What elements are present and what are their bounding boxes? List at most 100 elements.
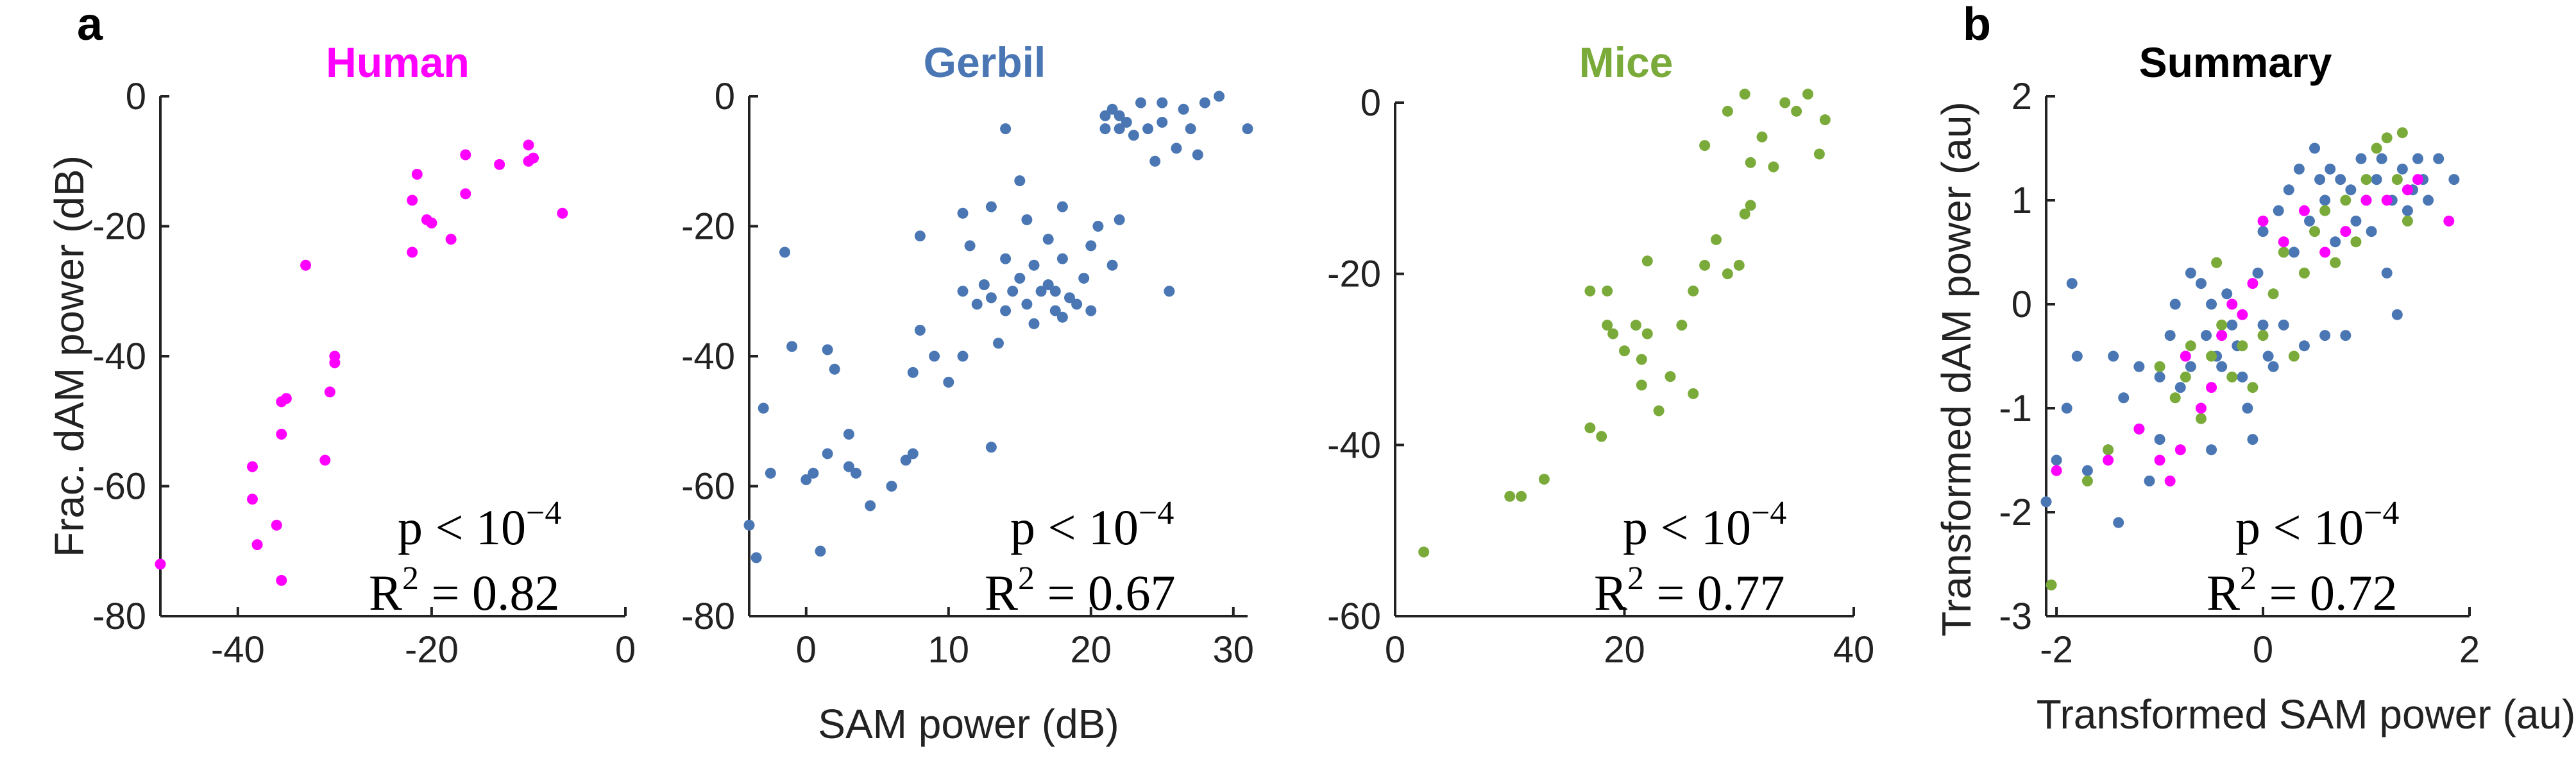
- x-tick-label: 0: [796, 629, 817, 671]
- data-point: [1516, 490, 1527, 502]
- data-point: [1178, 103, 1189, 115]
- data-point: [957, 286, 969, 297]
- y-tick-label: -80: [681, 596, 735, 637]
- y-tick-label: -80: [92, 596, 146, 637]
- data-point: [1688, 285, 1699, 297]
- data-point: [2273, 205, 2284, 216]
- data-point: [2340, 194, 2351, 206]
- data-point: [2051, 454, 2062, 466]
- data-point: [2293, 163, 2305, 175]
- data-point: [2206, 444, 2217, 456]
- data-point: [1538, 474, 1550, 485]
- data-point: [1619, 345, 1630, 357]
- data-point: [1028, 318, 1040, 329]
- data-point: [2201, 330, 2212, 341]
- data-point: [319, 454, 331, 466]
- data-point: [2081, 475, 2093, 487]
- data-point: [1157, 117, 1168, 128]
- data-point: [1028, 259, 1040, 271]
- data-point: [2278, 246, 2289, 258]
- data-point: [2103, 454, 2114, 466]
- data-point: [1142, 123, 1154, 135]
- data-point: [2278, 236, 2289, 248]
- data-point: [900, 454, 911, 466]
- data-point: [1135, 97, 1146, 108]
- y-tick-label: -60: [681, 466, 735, 508]
- data-point: [2242, 402, 2253, 414]
- data-point: [411, 169, 423, 180]
- chart-title: Gerbil: [924, 39, 1046, 86]
- data-point: [985, 201, 997, 212]
- data-point: [2298, 205, 2310, 216]
- data-point: [1092, 221, 1104, 232]
- data-point: [1653, 405, 1665, 417]
- data-point: [2319, 194, 2331, 206]
- data-point: [2371, 142, 2382, 154]
- x-tick-label: -2: [2040, 629, 2073, 671]
- y-tick-label: 0: [126, 76, 146, 117]
- data-point: [1630, 320, 1641, 331]
- data-point: [271, 519, 282, 531]
- data-point: [2443, 215, 2455, 227]
- x-tick-label: 0: [2253, 629, 2273, 671]
- data-point: [1504, 490, 1516, 502]
- data-point: [1035, 286, 1047, 297]
- data-point: [758, 402, 769, 414]
- data-point: [829, 363, 840, 375]
- data-point: [2154, 361, 2165, 372]
- data-point: [2396, 163, 2408, 175]
- r2-label: R: [985, 565, 1018, 621]
- r2-exponent: 2: [2240, 560, 2257, 597]
- data-point: [843, 429, 854, 440]
- x-tick-label: 20: [1604, 629, 1645, 671]
- data-point: [2081, 465, 2093, 476]
- data-point: [978, 279, 990, 291]
- data-point: [2061, 402, 2072, 414]
- data-point: [801, 474, 812, 485]
- data-point: [1049, 305, 1061, 316]
- data-point: [2154, 454, 2165, 466]
- data-point: [2267, 361, 2279, 372]
- plot-area: 0 20 40 0 -20 -40 -60: [1327, 82, 1874, 671]
- y-tick-label: -40: [681, 336, 735, 377]
- data-point: [1607, 328, 1619, 340]
- data-point: [1056, 201, 1068, 212]
- data-point: [251, 539, 263, 551]
- stats-annotation: p < 10−4 R2 = 0.72: [2207, 495, 2399, 621]
- data-point: [1214, 90, 1225, 102]
- x-tick-label: 20: [1071, 629, 1112, 671]
- data-point: [1596, 431, 1607, 442]
- data-point: [2206, 382, 2217, 393]
- svg-text:R2 = 0.72: R2 = 0.72: [2207, 560, 2398, 621]
- data-point: [743, 519, 755, 531]
- data-point: [1056, 311, 1068, 323]
- data-point: [957, 350, 969, 362]
- data-point: [2309, 142, 2321, 154]
- data-point: [1149, 155, 1161, 167]
- data-point: [2319, 205, 2331, 216]
- data-point: [300, 259, 312, 271]
- data-point: [1745, 157, 1756, 168]
- data-point: [1733, 259, 1745, 271]
- data-point: [1085, 240, 1097, 252]
- data-point: [1641, 255, 1653, 267]
- chart-title: Summary: [2139, 39, 2332, 86]
- data-point: [494, 159, 505, 170]
- data-point: [1099, 110, 1111, 121]
- data-point: [2303, 215, 2315, 227]
- data-point: [2154, 371, 2165, 383]
- data-point: [2412, 153, 2424, 164]
- data-point: [1242, 123, 1253, 135]
- data-point: [2252, 267, 2264, 279]
- data-point: [1128, 130, 1139, 141]
- x-axis-title: Transformed SAM power (au): [2037, 691, 2576, 737]
- data-point: [907, 448, 919, 460]
- data-point: [2169, 298, 2181, 310]
- data-point: [1114, 110, 1125, 121]
- y-axis-title: Transformed dAM power (au): [1933, 101, 1979, 636]
- data-point: [2283, 184, 2294, 196]
- data-point: [2412, 174, 2424, 185]
- y-tick-label: -20: [1327, 254, 1381, 295]
- data-point: [2391, 309, 2403, 320]
